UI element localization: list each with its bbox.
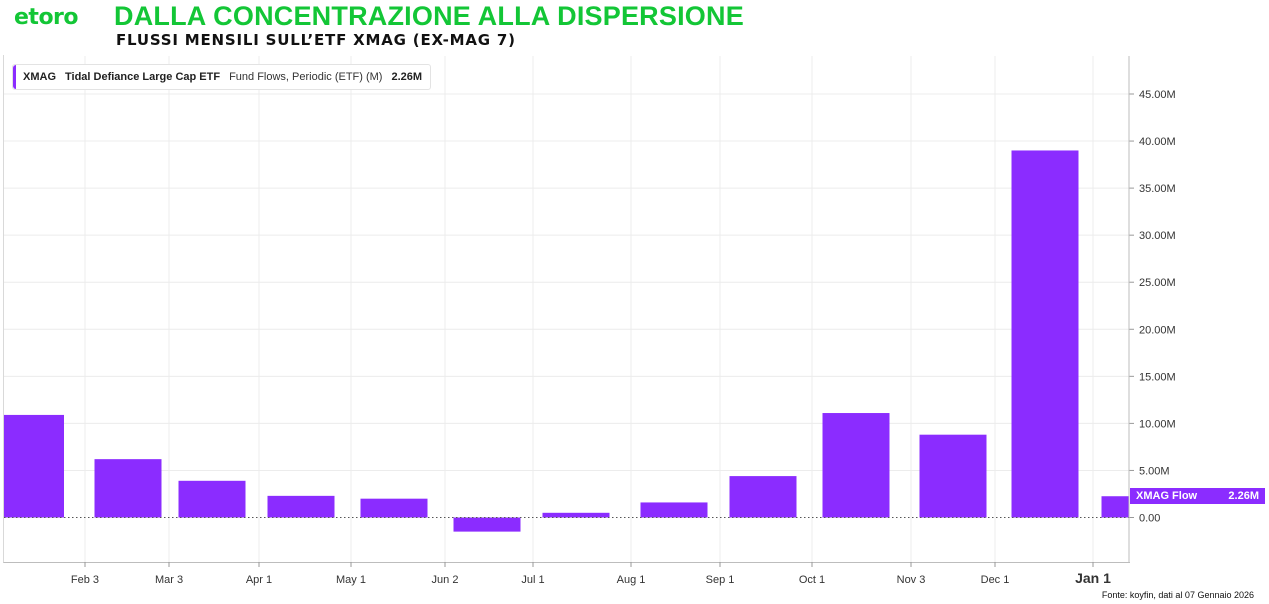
- x-tick-label: Feb 3: [71, 574, 99, 586]
- bar: [640, 502, 708, 518]
- legend-color-swatch: [13, 65, 16, 89]
- x-tick-label: Jun 2: [432, 574, 459, 586]
- x-tick-label: Nov 3: [897, 574, 926, 586]
- bar: [4, 414, 64, 518]
- last-value-tag: XMAG Flow 2.26M: [1130, 488, 1265, 504]
- y-tick-label: 40.00M: [1139, 136, 1176, 148]
- chart-title: DALLA CONCENTRAZIONE ALLA DISPERSIONE: [114, 1, 744, 31]
- y-tick-label: 30.00M: [1139, 230, 1176, 242]
- y-tick-label: 20.00M: [1139, 324, 1176, 336]
- y-tick-label: 15.00M: [1139, 371, 1176, 383]
- x-tick-label: Oct 1: [799, 574, 825, 586]
- bar: [919, 434, 987, 518]
- y-tick-label: 0.00: [1139, 513, 1160, 525]
- last-value-label: XMAG Flow: [1136, 490, 1198, 502]
- x-tick-label: Jul 1: [521, 574, 544, 586]
- bar: [542, 512, 610, 518]
- bar: [94, 459, 162, 518]
- etoro-logo: etoro: [14, 5, 79, 30]
- x-tick-label: Dec 1: [981, 574, 1010, 586]
- x-tick-label: Aug 1: [617, 574, 646, 586]
- y-tick-label: 45.00M: [1139, 89, 1176, 101]
- y-tick-label: 5.00M: [1139, 465, 1170, 477]
- legend-metric: Fund Flows, Periodic (ETF) (M): [229, 71, 383, 83]
- chart-subtitle: FLUSSI MENSILI SULL’ETF XMAG (EX-MAG 7): [116, 31, 516, 49]
- y-tick-label: 35.00M: [1139, 183, 1176, 195]
- bar: [178, 480, 246, 518]
- x-tick-label: Sep 1: [706, 574, 735, 586]
- legend-symbol: XMAG: [23, 71, 56, 83]
- bar: [360, 498, 428, 518]
- bar: [1101, 496, 1129, 518]
- legend-value: 2.26M: [391, 71, 423, 83]
- x-tick-label: Apr 1: [246, 574, 272, 586]
- source-note: Fonte: koyfin, dati al 07 Gennaio 2026: [1101, 590, 1254, 600]
- bar: [1011, 150, 1079, 518]
- chart-legend[interactable]: XMAG Tidal Defiance Large Cap ETF Fund F…: [12, 64, 432, 90]
- bar: [729, 476, 797, 518]
- y-tick-label: 25.00M: [1139, 277, 1176, 289]
- bar: [267, 495, 335, 518]
- x-tick-label: Jan 1: [1075, 570, 1111, 586]
- x-tick-label: May 1: [336, 574, 366, 586]
- last-value-number: 2.26M: [1228, 490, 1259, 502]
- x-tick-label: Mar 3: [155, 574, 183, 586]
- y-tick-label: 10.00M: [1139, 418, 1176, 430]
- chart-frame: [3, 55, 1130, 563]
- bar: [453, 517, 521, 532]
- legend-fund-name: Tidal Defiance Large Cap ETF: [65, 71, 221, 83]
- bar: [822, 413, 890, 518]
